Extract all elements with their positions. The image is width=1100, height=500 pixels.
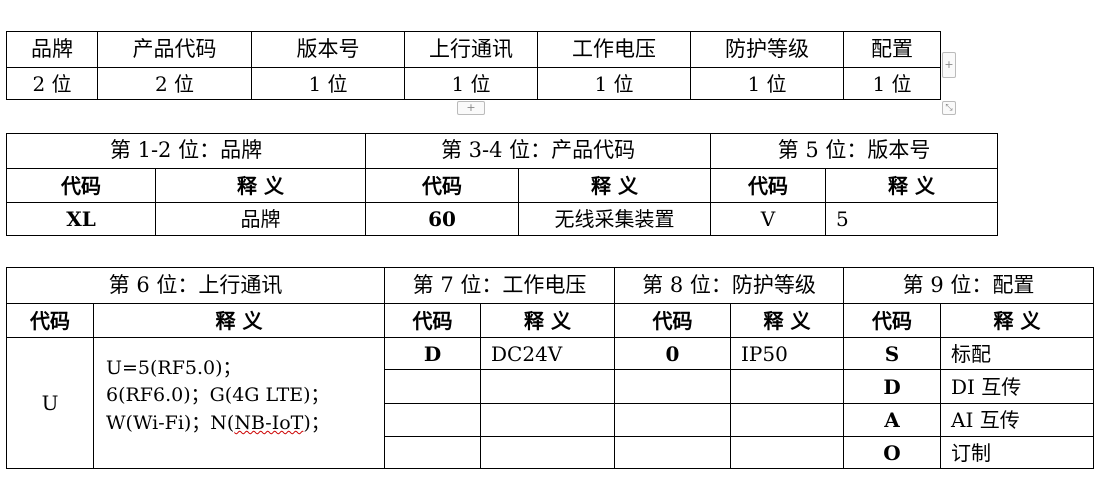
- code-label: 代码: [6, 303, 94, 338]
- config-meaning: 标配: [940, 337, 1094, 370]
- code-structure-table: 品牌 产品代码 版本号 上行通讯 工作电压 防护等级 配置 2 位 2 位 1 …: [6, 31, 941, 100]
- add-row-button[interactable]: +: [457, 101, 485, 115]
- version-meaning: 5: [825, 202, 999, 236]
- digits-voltage: 1 位: [537, 67, 691, 100]
- digits-brand: 2 位: [6, 67, 98, 100]
- digits-config: 1 位: [843, 67, 941, 100]
- group-protection: 第 8 位：防护等级: [614, 267, 844, 304]
- uplink-code: U: [6, 337, 94, 469]
- spellcheck-underlined-text: NB-IoT: [234, 411, 304, 434]
- product-code: 60: [365, 202, 520, 236]
- protection-code: 0: [614, 337, 731, 370]
- meaning-label: 释 义: [154, 168, 367, 203]
- uplink-text: W(Wi-Fi)；N(: [106, 411, 235, 434]
- meaning-label: 释 义: [825, 168, 999, 203]
- code-label: 代码: [614, 303, 731, 338]
- header-protection: 防护等级: [690, 31, 844, 68]
- meaning-label: 释 义: [940, 303, 1094, 338]
- voltage-meaning: DC24V: [480, 337, 615, 370]
- group-config: 第 9 位：配置: [843, 267, 1094, 304]
- digits-protection: 1 位: [690, 67, 844, 100]
- protection-meaning: IP50: [730, 337, 844, 370]
- uplink-line: 6(RF6.0)；G(4G LTE)；: [106, 384, 330, 407]
- brand-meaning: 品牌: [154, 202, 367, 236]
- config-code: A: [843, 403, 941, 437]
- digits-version: 1 位: [251, 67, 405, 100]
- group-brand: 第 1-2 位：品牌: [5, 133, 367, 169]
- digits-product-code: 2 位: [97, 67, 252, 100]
- brand-product-version-table: 第 1-2 位：品牌 第 3-4 位：产品代码 第 5 位：版本号 代码 释 义…: [5, 133, 999, 236]
- resize-table-handle[interactable]: ⤡: [942, 101, 956, 115]
- code-label: 代码: [365, 168, 520, 203]
- uplink-line: W(Wi-Fi)；N(NB-IoT)；: [106, 410, 384, 438]
- code-label: 代码: [384, 303, 481, 338]
- config-meaning: DI 互传: [940, 369, 1094, 404]
- uplink-voltage-protection-config-table: 第 6 位：上行通讯 第 7 位：工作电压 第 8 位：防护等级 第 9 位：配…: [6, 267, 1094, 469]
- group-uplink: 第 6 位：上行通讯: [6, 267, 385, 304]
- meaning-label: 释 义: [518, 168, 712, 203]
- uplink-line: U=5(RF5.0)；: [106, 356, 242, 379]
- code-label: 代码: [6, 168, 156, 203]
- meaning-label: 释 义: [730, 303, 844, 338]
- header-version: 版本号: [251, 31, 405, 68]
- group-product-code: 第 3-4 位：产品代码: [365, 133, 712, 169]
- config-meaning: AI 互传: [940, 403, 1094, 437]
- config-meaning: 订制: [940, 436, 1094, 469]
- header-uplink: 上行通讯: [404, 31, 538, 68]
- config-code: D: [843, 369, 941, 404]
- code-label: 代码: [843, 303, 941, 338]
- header-brand: 品牌: [6, 31, 98, 68]
- meaning-label: 释 义: [93, 303, 385, 338]
- group-version: 第 5 位：版本号: [710, 133, 999, 169]
- header-voltage: 工作电压: [537, 31, 691, 68]
- config-code: S: [843, 337, 941, 370]
- digits-uplink: 1 位: [404, 67, 538, 100]
- code-label: 代码: [710, 168, 827, 203]
- header-config: 配置: [843, 31, 941, 68]
- meaning-label: 释 义: [480, 303, 615, 338]
- header-product-code: 产品代码: [97, 31, 252, 68]
- uplink-text: )；: [303, 411, 330, 434]
- group-voltage: 第 7 位：工作电压: [384, 267, 615, 304]
- voltage-code: D: [384, 337, 481, 370]
- uplink-meaning: U=5(RF5.0)； 6(RF6.0)；G(4G LTE)； W(Wi-Fi)…: [93, 337, 385, 469]
- add-column-button[interactable]: +: [942, 52, 956, 78]
- version-code: V: [710, 202, 827, 236]
- config-code: O: [843, 436, 941, 469]
- brand-code: XL: [6, 202, 156, 236]
- product-meaning: 无线采集装置: [518, 202, 712, 236]
